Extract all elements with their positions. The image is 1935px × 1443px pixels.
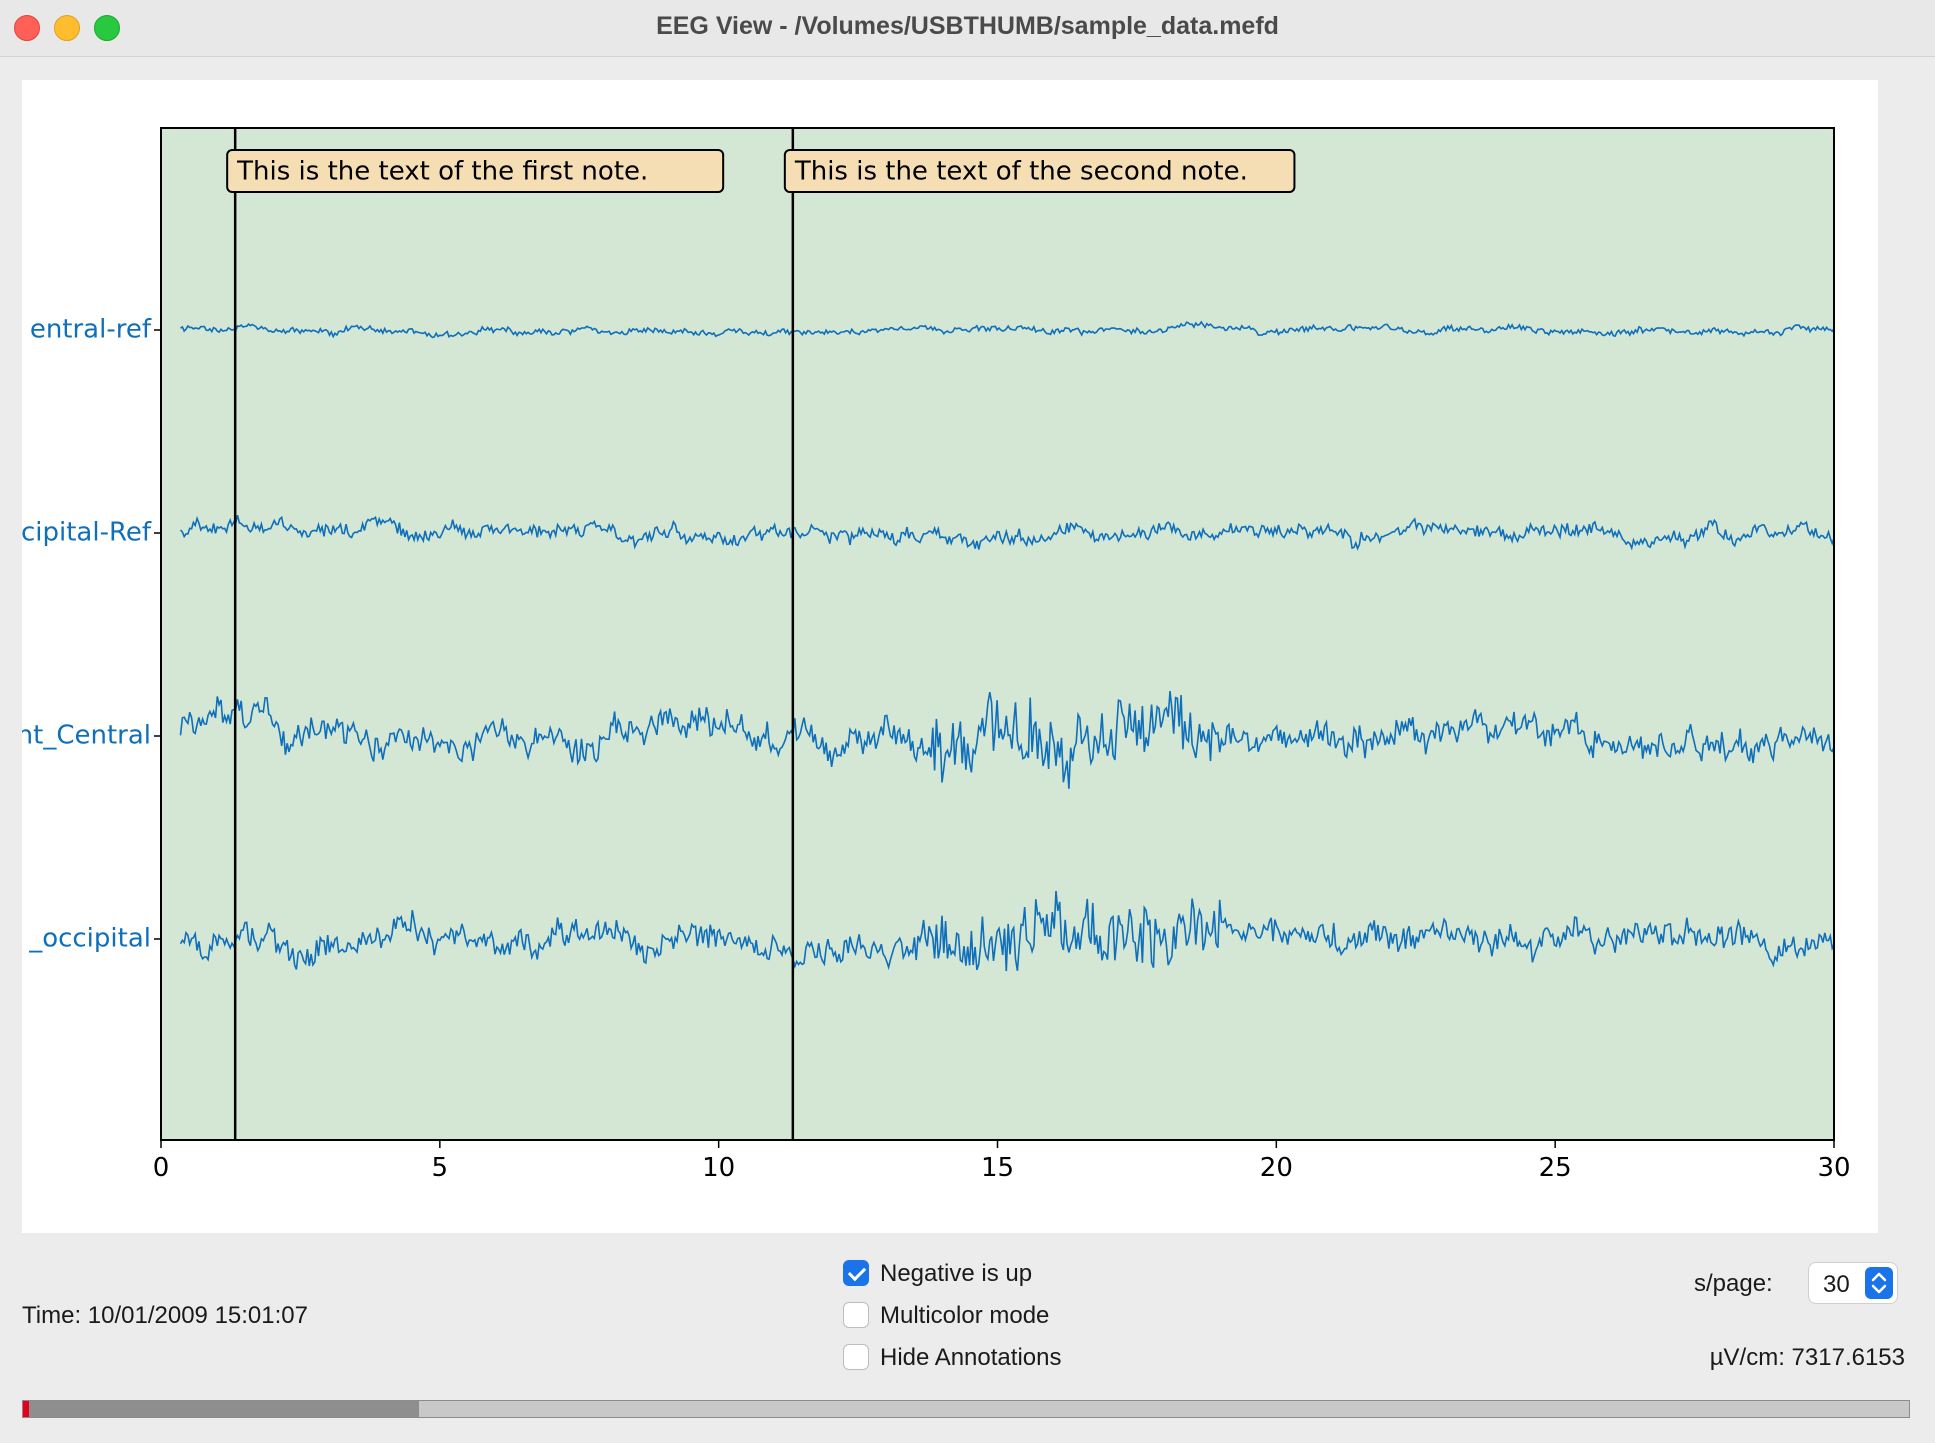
channel-label-2: cipital-Ref — [22, 518, 152, 548]
annotation-layer: This is the text of the first note. This … — [226, 128, 1296, 1140]
hide-annotations-checkbox[interactable] — [843, 1344, 869, 1370]
annotation-text-2: This is the text of the second note. — [794, 157, 1248, 187]
channel-labels: entral-ref cipital-Ref nt_Central _occipita… — [22, 315, 161, 954]
x-tick-label-4: 20 — [1260, 1153, 1293, 1183]
hide-annotations-label[interactable]: Hide Annotations — [880, 1344, 1062, 1371]
zoom-window-button[interactable] — [94, 15, 120, 41]
x-tick-label-2: 10 — [702, 1153, 735, 1183]
x-tick-label-1: 5 — [432, 1153, 449, 1183]
title-bar: EEG View - /Volumes/USBTHUMB/sample_data… — [0, 0, 1935, 57]
x-tick-label-3: 15 — [981, 1153, 1014, 1183]
channel-trace-2 — [179, 515, 1835, 551]
time-scrollbar[interactable] — [22, 1400, 1910, 1418]
x-tick-label-0: 0 — [153, 1153, 170, 1183]
x-tick-label-6: 30 — [1817, 1153, 1850, 1183]
microvolts-per-cm-label: µV/cm: 7317.6153 — [1709, 1344, 1905, 1371]
seconds-per-page-stepper[interactable]: 30 — [1808, 1262, 1898, 1304]
annotation-text-1: This is the text of the first note. — [236, 157, 648, 187]
negative-is-up-checkbox[interactable] — [843, 1260, 869, 1286]
x-tick-label-5: 25 — [1539, 1153, 1572, 1183]
seconds-per-page-value[interactable]: 30 — [1823, 1271, 1850, 1298]
close-window-button[interactable] — [14, 15, 40, 41]
annotation-box-2[interactable] — [783, 149, 1296, 193]
eeg-chart[interactable]: This is the text of the first note. This … — [22, 80, 1878, 1233]
multicolor-mode-label[interactable]: Multicolor mode — [880, 1302, 1050, 1329]
plot-background — [161, 128, 1834, 1140]
channel-trace-4 — [179, 890, 1835, 972]
channel-label-1: entral-ref — [30, 315, 152, 345]
multicolor-mode-checkbox[interactable] — [843, 1302, 869, 1328]
scrollbar-position-marker — [23, 1401, 29, 1417]
time-axis: 0 5 10 15 20 25 30 — [153, 1140, 1851, 1183]
channel-traces — [179, 320, 1835, 972]
negative-is-up-label[interactable]: Negative is up — [880, 1260, 1033, 1287]
channel-label-4: _occipital — [28, 924, 151, 954]
channel-trace-3 — [179, 691, 1835, 789]
stepper-arrows-icon[interactable] — [1865, 1267, 1893, 1299]
channel-label-3: nt_Central — [22, 721, 151, 751]
seconds-per-page-label: s/page: — [1694, 1270, 1773, 1297]
window-title: EEG View - /Volumes/USBTHUMB/sample_data… — [656, 12, 1279, 40]
time-label: Time: 10/01/2009 15:01:07 — [22, 1302, 308, 1329]
eeg-plot-area[interactable]: This is the text of the first note. This … — [22, 80, 1878, 1233]
minimize-window-button[interactable] — [54, 15, 80, 41]
annotation-box-1[interactable] — [226, 149, 725, 193]
scrollbar-thumb[interactable] — [23, 1401, 420, 1417]
channel-trace-1 — [180, 320, 1835, 339]
